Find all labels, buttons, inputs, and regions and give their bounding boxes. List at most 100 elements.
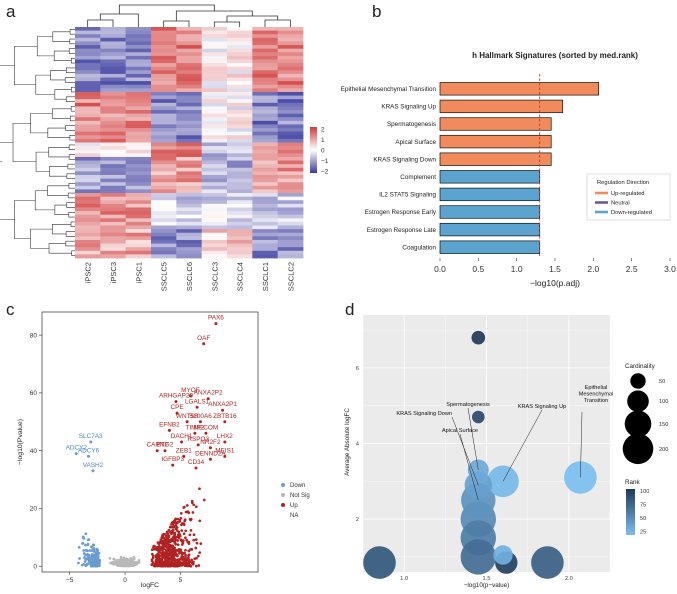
heatmap-cell bbox=[151, 146, 177, 151]
x-tick-label: 0.0 bbox=[434, 264, 446, 274]
heatmap-cell bbox=[125, 84, 152, 89]
heatmap-cell bbox=[75, 41, 101, 46]
dendrogram-branch bbox=[0, 219, 15, 220]
heatmap-cell bbox=[201, 149, 228, 154]
labeled-point bbox=[188, 394, 192, 398]
bubble-annotations: Spermatogenesis KRAS Signaling Down KRAS S… bbox=[396, 385, 613, 501]
dendrogram-branch bbox=[65, 96, 75, 102]
dendrogram-branch bbox=[70, 221, 75, 228]
point-notsig bbox=[112, 558, 116, 561]
dendrogram-branch bbox=[69, 134, 75, 141]
legend-label: 50 bbox=[659, 379, 665, 385]
heatmap-cell bbox=[252, 45, 279, 50]
legend-label: 25 bbox=[640, 530, 646, 536]
point-up bbox=[180, 523, 183, 527]
labeled-point bbox=[202, 342, 206, 346]
heatmap-cell bbox=[201, 221, 228, 226]
point-up bbox=[192, 560, 195, 564]
dendrogram-branch bbox=[12, 122, 37, 163]
heatmap-cell bbox=[227, 45, 253, 50]
heatmap-cell bbox=[100, 27, 127, 32]
heatmap-cell bbox=[227, 221, 253, 226]
legend-label: Down bbox=[290, 483, 305, 489]
heatmap-cell bbox=[227, 218, 253, 223]
heatmap-cell bbox=[277, 236, 304, 241]
heatmap-cell bbox=[252, 178, 279, 183]
heatmap-colorbar: 2 1 0 −1 −2 bbox=[310, 127, 329, 176]
heatmap-cell bbox=[125, 37, 152, 42]
point-up bbox=[155, 554, 159, 558]
heatmap-cell bbox=[75, 153, 101, 158]
heatmap-cell bbox=[100, 30, 127, 35]
y-tick-label: 60 bbox=[30, 390, 38, 397]
heatmap-cell bbox=[151, 174, 177, 179]
point-label: CD34 bbox=[188, 459, 205, 466]
heatmap-cell bbox=[201, 142, 228, 147]
panel-letter-a: a bbox=[6, 2, 16, 21]
colorbar-tick-label: 2 bbox=[321, 127, 325, 134]
heatmap-cell bbox=[227, 196, 253, 201]
x-tick-label: 2.5 bbox=[626, 264, 638, 274]
point-up bbox=[188, 563, 191, 567]
heatmap-cell bbox=[252, 156, 279, 161]
heatmap-cell bbox=[75, 128, 101, 133]
heatmap-cell bbox=[227, 243, 253, 248]
heatmap-cell bbox=[176, 189, 203, 194]
heatmap-cell bbox=[227, 37, 253, 42]
point-down bbox=[84, 532, 88, 536]
heatmap-cell bbox=[252, 149, 279, 154]
point-up bbox=[184, 561, 187, 565]
heatmap-cell bbox=[277, 156, 304, 161]
heatmap-cell bbox=[201, 88, 228, 93]
point-up bbox=[184, 536, 187, 540]
point-label: OAF bbox=[197, 335, 210, 342]
point-notsig bbox=[121, 559, 125, 563]
heatmap-cell bbox=[277, 37, 304, 42]
dendrogram-branch bbox=[53, 50, 72, 61]
legend-label: Down-regulated bbox=[611, 210, 652, 216]
heatmap-cell bbox=[151, 135, 177, 140]
point-notsig bbox=[121, 563, 125, 567]
point-up bbox=[189, 529, 193, 532]
heatmap-cell bbox=[252, 73, 279, 78]
heatmap-cell bbox=[100, 110, 127, 115]
point-up bbox=[167, 545, 170, 549]
dendrogram-branch bbox=[48, 147, 70, 158]
heatmap-cell bbox=[277, 200, 304, 205]
heatmap-cell bbox=[125, 254, 152, 259]
legend-bubble bbox=[622, 433, 654, 465]
colorbar-tick-label: −1 bbox=[321, 158, 329, 165]
heatmap-cell bbox=[75, 88, 101, 93]
heatmap-cell bbox=[176, 225, 203, 230]
heatmap-cell bbox=[201, 99, 228, 104]
heatmap-cell bbox=[201, 41, 228, 46]
heatmap-cell bbox=[252, 232, 279, 237]
point-up bbox=[150, 563, 154, 566]
point-up bbox=[170, 557, 173, 561]
heatmap-cell bbox=[176, 120, 203, 125]
heatmap-cell bbox=[252, 30, 279, 35]
heatmap-cell bbox=[151, 247, 177, 252]
heatmap-cell bbox=[151, 48, 177, 53]
legend-dot bbox=[281, 483, 285, 487]
heatmap-cell bbox=[125, 63, 152, 68]
heatmap-cell bbox=[201, 95, 228, 100]
heatmap-cell bbox=[100, 66, 127, 71]
dendrogram-branch bbox=[65, 67, 75, 74]
heatmap-cell bbox=[100, 45, 127, 50]
heatmap-cell bbox=[151, 171, 177, 176]
heatmap-cell bbox=[201, 73, 228, 78]
point-up bbox=[189, 548, 192, 551]
point-down bbox=[86, 562, 90, 566]
heatmap-cell bbox=[252, 225, 279, 230]
heatmap-cell bbox=[201, 146, 228, 151]
heatmap-cell bbox=[75, 207, 101, 212]
heatmap-cell bbox=[75, 250, 101, 255]
annotation-label: KRAS Signaling Down bbox=[396, 411, 452, 417]
heatmap-cell bbox=[125, 160, 152, 165]
heatmap-cell bbox=[125, 99, 152, 104]
point-down bbox=[92, 561, 96, 565]
annotation-leader bbox=[467, 407, 479, 471]
heatmap-cell bbox=[227, 63, 253, 68]
heatmap-cell bbox=[100, 247, 127, 252]
